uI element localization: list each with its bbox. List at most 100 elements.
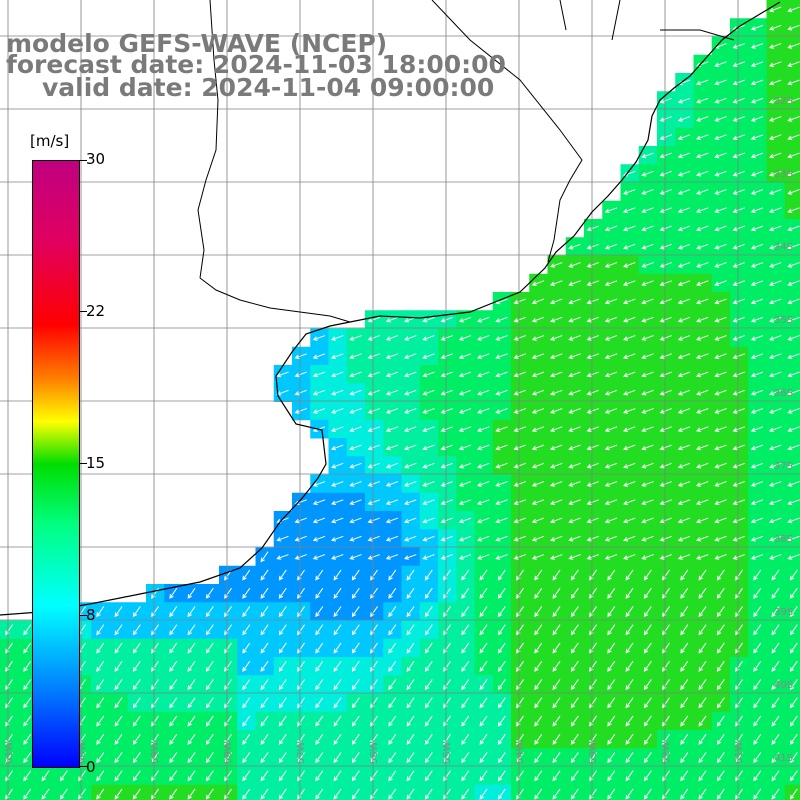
wind-arrow bbox=[787, 371, 800, 378]
wind-arrow bbox=[753, 569, 762, 581]
wind-arrow bbox=[260, 679, 269, 691]
wind-arrow bbox=[714, 517, 727, 524]
wind-arrow bbox=[769, 444, 782, 451]
wind-arrow bbox=[23, 660, 32, 672]
wind-arrow bbox=[641, 353, 654, 360]
wind-arrow bbox=[698, 697, 707, 709]
wind-arrow bbox=[404, 535, 417, 542]
wind-arrow bbox=[331, 444, 344, 451]
wind-arrow bbox=[312, 371, 326, 378]
wind-arrow bbox=[570, 679, 579, 691]
wind-arrow bbox=[385, 444, 399, 451]
wind-arrow bbox=[753, 679, 762, 691]
wind-arrow bbox=[513, 462, 526, 469]
wind-arrow bbox=[625, 624, 634, 636]
wind-arrow bbox=[312, 499, 326, 506]
wind-arrow bbox=[714, 554, 727, 560]
wind-arrow bbox=[769, 426, 782, 433]
wind-arrow bbox=[732, 499, 745, 506]
wind-cell bbox=[602, 784, 621, 800]
wind-arrow bbox=[333, 606, 342, 618]
wind-cell bbox=[784, 784, 800, 800]
wind-arrow bbox=[477, 335, 490, 341]
wind-arrow bbox=[552, 642, 561, 654]
wind-arrow bbox=[769, 280, 782, 287]
wind-arrow bbox=[623, 298, 636, 305]
wind-arrow bbox=[732, 61, 745, 68]
wind-arrow bbox=[458, 499, 472, 506]
wind-arrow bbox=[769, 535, 782, 542]
wind-arrow bbox=[677, 207, 691, 214]
wind-arrow bbox=[550, 408, 563, 414]
wind-arrow bbox=[278, 752, 287, 764]
wind-arrow bbox=[659, 481, 672, 487]
wind-arrow bbox=[750, 61, 764, 68]
wind-arrow bbox=[385, 499, 399, 506]
wind-arrow bbox=[331, 389, 344, 396]
wind-arrow bbox=[96, 788, 105, 800]
colorbar-tick-30: 30 bbox=[86, 150, 106, 168]
wind-arrow bbox=[641, 262, 654, 268]
wind-arrow bbox=[385, 535, 399, 542]
wind-arrow bbox=[260, 624, 269, 636]
wind-arrow bbox=[132, 624, 141, 636]
wind-arrow bbox=[750, 97, 764, 104]
wind-arrow bbox=[550, 316, 563, 323]
wind-arrow bbox=[586, 517, 599, 524]
wind-arrow bbox=[714, 353, 727, 360]
wind-arrow bbox=[643, 587, 652, 599]
wind-arrow bbox=[714, 116, 727, 122]
colorbar-unit: [m/s] bbox=[30, 132, 70, 150]
wind-arrow bbox=[769, 24, 782, 31]
wind-arrow bbox=[349, 535, 362, 542]
wind-arrow bbox=[205, 697, 214, 709]
wind-arrow bbox=[349, 462, 362, 469]
wind-arrow bbox=[732, 335, 745, 341]
wind-arrow bbox=[625, 606, 634, 618]
wind-arrow bbox=[96, 642, 105, 654]
wind-arrow bbox=[659, 97, 672, 104]
wind-arrow bbox=[750, 316, 764, 323]
wind-arrow bbox=[440, 535, 453, 542]
coastline bbox=[0, 1, 781, 616]
wind-arrow bbox=[424, 697, 433, 709]
wind-arrow bbox=[714, 280, 727, 287]
wind-arrow bbox=[406, 660, 415, 672]
wind-arrow bbox=[641, 408, 654, 414]
wind-arrow bbox=[424, 624, 433, 636]
wind-arrow bbox=[497, 587, 506, 599]
wind-arrow bbox=[534, 660, 543, 672]
forecast-date: forecast date: 2024-11-03 18:00:00 bbox=[6, 50, 506, 79]
wind-arrow bbox=[333, 697, 342, 709]
wind-arrow bbox=[750, 170, 764, 177]
wind-arrow bbox=[769, 335, 782, 341]
wind-arrow bbox=[294, 517, 307, 524]
wind-arrow bbox=[677, 152, 691, 159]
longitude-label: 56W bbox=[369, 741, 380, 764]
wind-arrow bbox=[404, 481, 417, 487]
wind-arrow bbox=[205, 606, 214, 618]
wind-arrow bbox=[698, 770, 707, 782]
wind-arrow bbox=[440, 389, 453, 396]
wind-arrow bbox=[643, 697, 652, 709]
wind-arrow bbox=[732, 298, 745, 305]
wind-arrow bbox=[351, 770, 360, 782]
wind-arrow bbox=[625, 642, 634, 654]
wind-arrow bbox=[205, 642, 214, 654]
wind-arrow bbox=[623, 462, 636, 469]
wind-arrow bbox=[680, 587, 689, 599]
wind-arrow bbox=[477, 316, 490, 323]
wind-arrow bbox=[750, 481, 764, 487]
wind-arrow bbox=[698, 642, 707, 654]
wind-arrow bbox=[732, 389, 745, 396]
latitude-label: 37S bbox=[774, 461, 793, 472]
wind-arrow bbox=[497, 642, 506, 654]
wind-arrow bbox=[659, 426, 672, 433]
wind-arrow bbox=[205, 733, 214, 745]
wind-arrow bbox=[641, 243, 654, 250]
colorbar-tick-15: 15 bbox=[86, 454, 106, 472]
wind-arrow bbox=[659, 243, 672, 250]
wind-arrow bbox=[677, 389, 691, 396]
wind-arrow bbox=[385, 554, 399, 560]
wind-arrow bbox=[623, 280, 636, 287]
